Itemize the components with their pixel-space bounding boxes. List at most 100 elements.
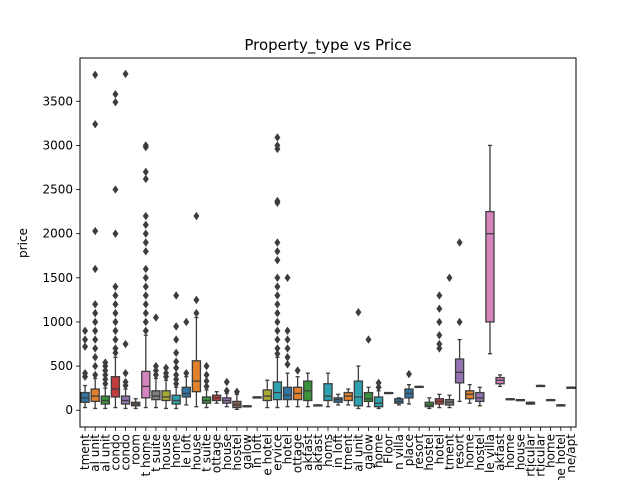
outlier-point xyxy=(274,326,281,335)
box-iqr xyxy=(363,391,374,403)
outlier-point xyxy=(112,317,119,327)
outlier-point xyxy=(456,317,463,327)
outlier-point xyxy=(274,133,281,142)
box-iqr xyxy=(151,390,161,401)
outlier-point xyxy=(436,304,443,313)
box-48 xyxy=(566,386,576,389)
outlier-point xyxy=(142,247,149,256)
x-tick-label: hostel xyxy=(473,434,487,471)
box-27 xyxy=(353,308,364,410)
outlier-point xyxy=(183,368,190,378)
x-tick-label: n villa xyxy=(392,434,406,470)
outlier-point xyxy=(92,70,99,79)
outlier-point xyxy=(375,383,382,392)
box-20 xyxy=(282,273,293,408)
outlier-point xyxy=(92,326,99,335)
outlier-point xyxy=(193,295,200,305)
box-iqr xyxy=(353,380,364,407)
x-tick-label: al unit xyxy=(98,434,112,472)
outlier-point xyxy=(355,308,362,317)
x-tick-label: rticular xyxy=(523,434,537,477)
outlier-point xyxy=(284,326,291,335)
outlier-point xyxy=(152,370,159,380)
x-tick-label: place xyxy=(402,434,416,466)
x-tick-label: ervice xyxy=(270,434,284,471)
outlier-point xyxy=(92,353,99,362)
x-tick-label: t suite xyxy=(149,434,163,472)
outlier-point xyxy=(152,366,159,375)
outlier-point xyxy=(142,264,149,274)
outlier-point xyxy=(274,349,281,358)
box-47 xyxy=(556,404,566,407)
box-30 xyxy=(384,391,394,395)
outlier-point xyxy=(163,363,170,373)
box-iqr xyxy=(90,388,100,403)
y-tick-label: 1000 xyxy=(42,315,73,329)
outlier-point xyxy=(92,120,99,129)
box-15 xyxy=(232,387,242,410)
box-iqr xyxy=(373,396,384,408)
outlier-point xyxy=(163,368,170,378)
outlier-point xyxy=(92,361,99,371)
box-38 xyxy=(465,383,475,404)
outlier-point xyxy=(102,366,109,375)
box-17 xyxy=(252,396,262,399)
y-tick-label: 2500 xyxy=(42,183,73,197)
outlier-point xyxy=(92,300,99,309)
y-tick-label: 2000 xyxy=(42,227,73,241)
outlier-point xyxy=(405,369,412,379)
outlier-point xyxy=(92,344,99,353)
box-37 xyxy=(454,238,465,403)
x-tick-label: al unit xyxy=(88,434,102,472)
outlier-point xyxy=(92,317,99,327)
box-8 xyxy=(161,363,171,410)
outlier-point xyxy=(173,375,180,384)
outlier-point xyxy=(112,282,119,291)
box-28 xyxy=(363,335,374,408)
box-25 xyxy=(333,393,343,406)
x-tick-label: home xyxy=(463,434,477,468)
x-tick-label: le villa xyxy=(483,434,497,473)
box-22 xyxy=(303,372,313,408)
outlier-point xyxy=(92,226,99,236)
outlier-point xyxy=(112,344,119,353)
x-tick-label: home xyxy=(503,434,517,468)
outlier-point xyxy=(284,360,291,369)
box-iqr xyxy=(161,390,171,402)
outlier-point xyxy=(102,379,109,388)
outlier-point xyxy=(274,317,281,327)
box-iqr xyxy=(272,381,283,401)
x-tick-label: al unit xyxy=(351,434,365,472)
box-19 xyxy=(272,133,283,409)
box-45 xyxy=(535,384,546,388)
outlier-point xyxy=(173,363,180,373)
x-tick-label: ottage xyxy=(291,434,305,473)
x-tick-label: homs xyxy=(321,434,335,467)
box-36 xyxy=(444,273,455,409)
outlier-point xyxy=(112,308,119,318)
box-23 xyxy=(313,404,323,407)
outlier-point xyxy=(436,317,443,327)
y-axis: 0 500 1000 1500 2000 2500 3000 3500 xyxy=(42,94,80,417)
y-tick-label: 1500 xyxy=(42,271,73,285)
box-42 xyxy=(505,398,515,401)
x-tick-label: tment xyxy=(341,434,355,470)
outlier-point xyxy=(274,273,281,283)
outlier-point xyxy=(173,370,180,380)
x-tick-label: akfast xyxy=(301,434,315,471)
x-tick-label: galow xyxy=(240,434,254,470)
box-2 xyxy=(100,358,111,410)
outlier-point xyxy=(112,97,119,107)
outlier-point xyxy=(102,370,109,380)
outlier-point xyxy=(284,344,291,353)
x-tick-label: Floor xyxy=(382,434,396,464)
x-tick-label: home xyxy=(544,434,558,468)
outlier-point xyxy=(274,282,281,291)
x-tick-label: room xyxy=(129,434,143,465)
outlier-point xyxy=(173,322,180,331)
outlier-point xyxy=(274,335,281,344)
outlier-point xyxy=(365,335,372,344)
x-tick-label: t home xyxy=(139,434,153,477)
box-44 xyxy=(525,401,536,405)
